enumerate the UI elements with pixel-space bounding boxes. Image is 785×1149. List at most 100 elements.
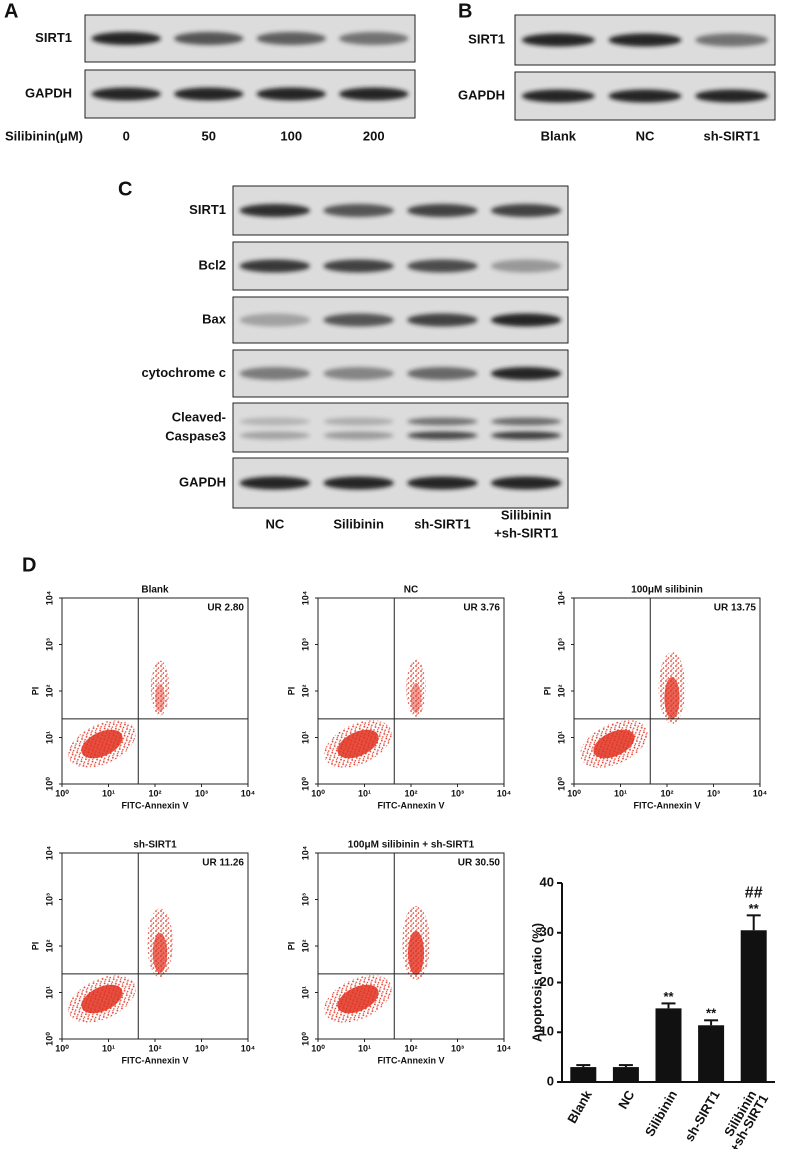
y-tick-label: 10² <box>556 684 566 697</box>
band <box>608 33 682 47</box>
band <box>407 204 478 217</box>
x-tick-label: NC <box>615 1087 638 1111</box>
band <box>339 87 409 101</box>
ur-label: UR 3.76 <box>463 603 500 614</box>
y-tick-label: 10⁴ <box>300 591 310 605</box>
band <box>91 87 161 101</box>
cell-cloud <box>410 683 422 713</box>
plot-title: sh-SIRT1 <box>133 840 177 851</box>
x-tick-label: 10⁴ <box>497 1043 511 1053</box>
y-tick-label: 10¹ <box>44 986 54 999</box>
ur-label: UR 2.80 <box>207 603 244 614</box>
band <box>490 313 562 327</box>
y-tick-label: 10⁴ <box>300 846 310 860</box>
y-tick-label: 10⁴ <box>44 591 54 605</box>
x-tick-label: 10² <box>148 1043 161 1053</box>
y-tick-label: 10¹ <box>300 986 310 999</box>
band <box>239 313 311 327</box>
band <box>323 313 394 327</box>
y-tick-label: 10 <box>540 1024 554 1039</box>
row-label: SIRT1 <box>35 30 72 45</box>
row-label: SIRT1 <box>189 202 226 217</box>
row-label: Cleaved- <box>172 409 226 424</box>
y-tick-label: 10² <box>44 939 54 952</box>
row-label: GAPDH <box>179 474 226 489</box>
x-tick-label: 10⁰ <box>311 1043 325 1053</box>
band <box>490 417 562 426</box>
band <box>490 204 562 217</box>
band <box>323 259 394 273</box>
band <box>174 87 244 101</box>
row-label: GAPDH <box>25 85 72 100</box>
y-tick-label: 20 <box>540 974 554 989</box>
panel-label: D <box>22 554 36 576</box>
x-tick-label: Blank <box>564 1087 595 1126</box>
y-tick-label: 40 <box>540 874 554 889</box>
cell-cloud <box>81 729 123 759</box>
y-axis-label: Apoptosis ratio (%) <box>529 923 544 1042</box>
x-tick-label: 10⁴ <box>753 788 767 798</box>
bar <box>698 1025 725 1082</box>
y-tick-label: 10⁰ <box>556 777 566 791</box>
ur-label: UR 13.75 <box>714 603 757 614</box>
lane-label: Silibinin <box>333 516 384 531</box>
lane-label: 0 <box>123 128 130 143</box>
cell-cloud <box>593 729 635 759</box>
y-tick-label: 10¹ <box>300 731 310 744</box>
cell-cloud <box>155 684 165 712</box>
lane-label: sh-SIRT1 <box>703 128 759 143</box>
band <box>239 476 311 490</box>
x-tick-label: 10³ <box>195 1043 208 1053</box>
blot-box <box>232 402 569 453</box>
band <box>339 32 409 45</box>
band <box>407 476 478 490</box>
cell-cloud <box>664 677 680 719</box>
y-axis-label: PI <box>286 942 296 951</box>
x-tick-label: 10² <box>660 788 673 798</box>
x-tick-label: 10² <box>148 788 161 798</box>
y-tick-label: 10³ <box>44 638 54 651</box>
band <box>256 87 326 101</box>
y-axis-label: PI <box>542 687 552 696</box>
x-tick-label: 10⁴ <box>241 1043 255 1053</box>
band <box>239 417 311 426</box>
y-tick-label: 10² <box>300 939 310 952</box>
band <box>323 431 394 440</box>
lane-label: NC <box>636 128 655 143</box>
x-tick-label: 10¹ <box>102 1043 115 1053</box>
band <box>490 367 562 380</box>
x-axis-label: FITC-Annexin V <box>378 800 445 810</box>
band <box>608 89 682 103</box>
x-axis-label: FITC-Annexin V <box>122 800 189 810</box>
plot-title: Blank <box>141 585 169 596</box>
y-tick-label: 10³ <box>556 638 566 651</box>
y-tick-label: 30 <box>540 924 554 939</box>
y-tick-label: 10³ <box>44 893 54 906</box>
band <box>239 367 311 380</box>
x-tick-label: 10³ <box>707 788 720 798</box>
cell-cloud <box>81 984 123 1014</box>
row-label: cytochrome c <box>141 365 226 380</box>
lane-label: Blank <box>541 128 577 143</box>
plot-title: 100μM silibinin <box>631 585 703 596</box>
x-tick-label: 10⁴ <box>241 788 255 798</box>
y-tick-label: 10³ <box>300 893 310 906</box>
y-tick-label: 10³ <box>300 638 310 651</box>
panel-label: C <box>118 178 132 200</box>
y-tick-label: 10¹ <box>44 731 54 744</box>
x-tick-label: 10¹ <box>614 788 627 798</box>
lane-label: 200 <box>363 128 385 143</box>
significance: ** <box>706 1006 717 1021</box>
cell-cloud <box>408 931 424 975</box>
row-label: SIRT1 <box>468 31 505 46</box>
row-label: Bcl2 <box>199 257 226 272</box>
cell-cloud <box>152 933 168 973</box>
cell-cloud <box>337 984 379 1014</box>
band <box>239 259 311 273</box>
x-axis-label: FITC-Annexin V <box>122 1055 189 1065</box>
y-tick-label: 10⁰ <box>44 1032 54 1046</box>
y-tick-label: 10¹ <box>556 731 566 744</box>
plot-title: 100μM silibinin + sh-SIRT1 <box>348 840 475 851</box>
y-tick-label: 10² <box>300 684 310 697</box>
